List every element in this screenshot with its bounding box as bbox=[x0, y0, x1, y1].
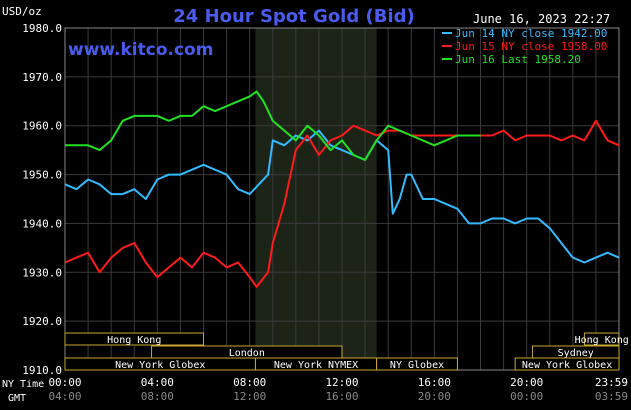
ny-time-tick-label: 08:00 bbox=[233, 376, 266, 389]
market-session-label: New York NYMEX bbox=[274, 360, 358, 371]
y-tick-label: 1980.0 bbox=[22, 22, 62, 35]
time-axis: NY Time GMT 00:00 04:00 08:00 12:00 16:00 20:… bbox=[2, 376, 628, 404]
gmt-tick-label: 12:00 bbox=[233, 390, 266, 403]
y-tick-label: 1910.0 bbox=[22, 364, 62, 377]
y-tick-label: 1940.0 bbox=[22, 217, 62, 230]
gmt-tick-label: 00:00 bbox=[510, 390, 543, 403]
y-tick-label: 1960.0 bbox=[22, 120, 62, 133]
chart-title: 24 Hour Spot Gold (Bid) bbox=[173, 6, 414, 27]
market-session-label: Hong Kong bbox=[575, 335, 629, 346]
nymex-session-highlight bbox=[255, 28, 377, 370]
legend-entry: Jun 15 NY close 1958.00 bbox=[455, 40, 607, 53]
y-axis-tick-labels: 1910.0 1920.0 1930.0 1940.0 1950.0 1960.0 1970… bbox=[22, 22, 62, 377]
market-session-bar bbox=[376, 357, 458, 371]
market-session-label: London bbox=[229, 348, 265, 359]
market-session-label: New York Globex bbox=[522, 360, 612, 371]
chart-timestamp: June 16, 2023 22:27 bbox=[473, 12, 610, 26]
ny-time-tick-label: 12:00 bbox=[325, 376, 358, 389]
gmt-tick-label: 03:59 bbox=[595, 390, 628, 403]
series-line-1 bbox=[64, 129, 620, 264]
gmt-tick-label: 20:00 bbox=[418, 390, 451, 403]
market-session-bar bbox=[583, 332, 620, 346]
ny-time-tick-label: 04:00 bbox=[141, 376, 174, 389]
y-tick-label: 1970.0 bbox=[22, 71, 62, 84]
y-tick-label: 1950.0 bbox=[22, 169, 62, 182]
y-axis-units: USD/oz bbox=[2, 5, 42, 18]
market-session-label: Hong Kong bbox=[107, 335, 161, 346]
series-lines bbox=[64, 90, 620, 288]
ny-time-tick-label: 16:00 bbox=[418, 376, 451, 389]
legend-entry: Jun 16 Last 1958.20 bbox=[455, 53, 581, 66]
legend-entry: Jun 14 NY close 1942.00 bbox=[455, 27, 607, 40]
gmt-tick-label: 16:00 bbox=[325, 390, 358, 403]
ny-time-tick-label: 20:00 bbox=[510, 376, 543, 389]
series-line-3 bbox=[65, 90, 481, 161]
market-session-label: Sydney bbox=[558, 348, 594, 359]
gmt-row-label: GMT bbox=[8, 393, 26, 404]
kitco-watermark: www.kitco.com bbox=[68, 40, 213, 60]
gmt-tick-label: 08:00 bbox=[141, 390, 174, 403]
market-session-bar bbox=[64, 332, 204, 346]
market-session-label: NY Globex bbox=[390, 360, 444, 371]
series-line-2 bbox=[64, 119, 620, 288]
ny-time-tick-label: 23:59 bbox=[595, 376, 628, 389]
gmt-tick-label: 04:00 bbox=[48, 390, 81, 403]
market-session-label: New York Globex bbox=[115, 360, 205, 371]
y-tick-label: 1930.0 bbox=[22, 266, 62, 279]
ny-time-row-label: NY Time bbox=[2, 379, 44, 390]
market-session-bar bbox=[514, 357, 620, 371]
ny-time-tick-label: 00:00 bbox=[48, 376, 81, 389]
y-tick-label: 1920.0 bbox=[22, 315, 62, 328]
